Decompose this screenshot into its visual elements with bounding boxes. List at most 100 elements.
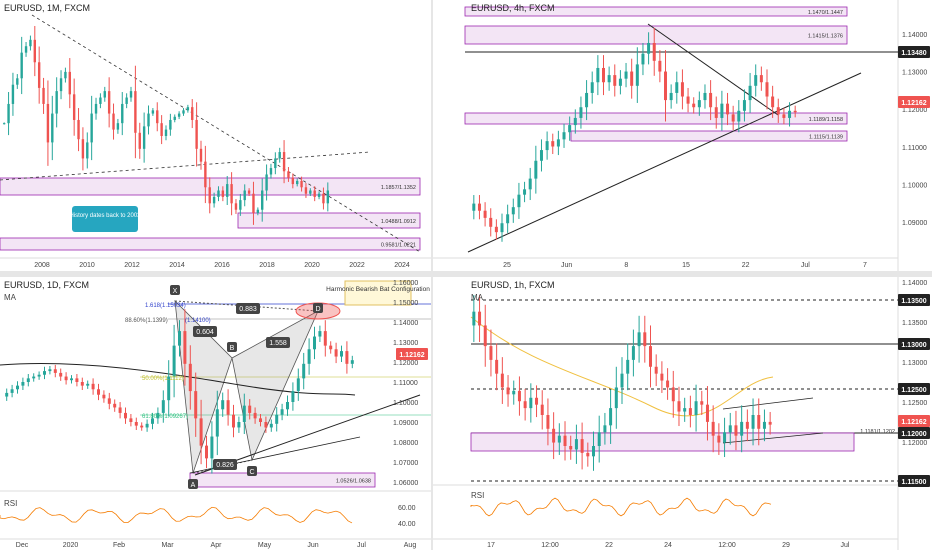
4h-candle-body xyxy=(793,110,797,113)
monthly-candle-body xyxy=(142,126,146,149)
monthly-candle-body xyxy=(151,110,155,114)
chart-panel-4h[interactable]: 1.1470/1.1447 1.1415/1.1376 1.1189/1.1158 1… xyxy=(433,0,932,271)
monthly-candle-body xyxy=(265,174,268,191)
4h-y-tick: 1.09000 xyxy=(902,220,927,227)
monthly-x-tick: 2008 xyxy=(34,262,50,269)
level-badge-1: 1.13000 xyxy=(901,342,926,349)
price-badge-bg xyxy=(898,415,930,427)
4h-candle-body xyxy=(664,71,668,101)
hourly-candle-body xyxy=(643,332,647,347)
zone-bottom-label: 1.0526/1.0638 xyxy=(336,479,371,485)
monthly-candle-body xyxy=(317,193,321,197)
4h-candle-body xyxy=(601,67,605,83)
4h-candle-body xyxy=(483,210,487,218)
daily-candle-body xyxy=(291,391,295,402)
4h-candle-body xyxy=(742,100,746,111)
daily-y-tick: 1.08000 xyxy=(393,440,418,447)
rsi-line xyxy=(470,497,772,517)
4h-candle-body xyxy=(759,75,763,83)
monthly-candle-body xyxy=(221,190,225,197)
monthly-candle-body xyxy=(86,142,89,159)
zone-bottom xyxy=(0,237,421,251)
monthly-candle-body xyxy=(64,71,67,79)
4h-x-tick: Jun xyxy=(561,262,572,269)
hourly-x-tick: 12:00 xyxy=(718,542,736,549)
daily-candle-body xyxy=(59,372,63,377)
hourly-candle-body xyxy=(705,404,709,422)
hourly-candle-body xyxy=(557,435,561,443)
channel-bottom xyxy=(722,432,824,444)
monthly-candle-body xyxy=(208,187,211,204)
point-B-bg xyxy=(227,342,237,352)
monthly-x-tick: 2018 xyxy=(259,262,275,269)
4h-candle-body xyxy=(585,92,589,108)
daily-candle-body xyxy=(134,422,138,426)
daily-candle-body xyxy=(248,405,252,413)
monthly-candle-body xyxy=(230,184,233,204)
daily-candle-body xyxy=(264,422,268,428)
level-badge-1-bg xyxy=(898,338,930,350)
4h-x-tick: 22 xyxy=(742,262,750,269)
4h-candle-body xyxy=(528,178,532,190)
hourly-chart-canvas[interactable]: 1.1181/1.1202 1.14000 1.13500 1.13000 1.1250… xyxy=(433,277,932,550)
4h-candle-body xyxy=(658,60,662,72)
ratio-label: 0.883 xyxy=(239,306,257,313)
4h-x-tick: 7 xyxy=(863,262,867,269)
daily-chart-canvas[interactable]: 1.0526/1.0638 X A B C D 0.883 0.604 1.558 0.826 1.… xyxy=(0,277,431,550)
daily-candle-body xyxy=(329,345,333,350)
hourly-x-tick: 29 xyxy=(782,542,790,549)
level-badge-bg xyxy=(898,46,930,58)
daily-x-tick: 2020 xyxy=(63,542,79,549)
chart-panel-monthly[interactable]: 1.1857/1.1352 1.0488/1.0912 0.9581/1.0221 H… xyxy=(0,0,431,271)
monthly-candle-body xyxy=(173,116,176,120)
monthly-candle-body xyxy=(186,107,190,111)
monthly-candle-body xyxy=(243,190,246,201)
rsi-indicator-label[interactable]: RSI xyxy=(4,499,18,508)
daily-candle-body xyxy=(259,418,262,422)
ma-indicator-label[interactable]: MA xyxy=(4,293,16,302)
hourly-candle-body xyxy=(745,421,749,429)
monthly-candle-body xyxy=(326,190,330,204)
4h-x-tick: 25 xyxy=(503,262,511,269)
chart-panel-hourly[interactable]: 1.1181/1.1202 1.14000 1.13500 1.13000 1.1250… xyxy=(433,277,932,550)
price-badge-bg xyxy=(898,96,930,108)
daily-candle-body xyxy=(129,418,133,422)
monthly-candle-body xyxy=(90,113,93,143)
4h-candle-body xyxy=(590,82,594,93)
monthly-candle-body xyxy=(304,187,308,194)
hourly-candle-body xyxy=(734,425,738,436)
4h-candle-body xyxy=(472,203,476,211)
point-C-bg xyxy=(247,466,257,476)
4h-candle-body xyxy=(506,214,510,224)
daily-candle-body xyxy=(178,331,181,346)
monthly-chart-canvas[interactable]: 1.1857/1.1352 1.0488/1.0912 0.9581/1.0221 H… xyxy=(0,0,431,271)
hourly-candle-body xyxy=(569,446,573,450)
daily-candle-body xyxy=(118,407,122,413)
4h-candle-body xyxy=(703,92,707,101)
daily-candle-body xyxy=(253,412,257,419)
4h-y-tick: 1.10000 xyxy=(902,182,927,189)
panel-divider-horizontal[interactable] xyxy=(0,271,932,277)
hourly-candle-body xyxy=(671,387,675,402)
monthly-candle-body xyxy=(322,193,325,204)
hourly-x-tick: 24 xyxy=(664,542,672,549)
4h-candle-body xyxy=(596,67,600,83)
pattern-bcd xyxy=(231,310,319,462)
zone-2 xyxy=(464,25,848,45)
4h-candle-body xyxy=(669,92,673,101)
daily-candle-body xyxy=(32,376,36,379)
4h-candle-body xyxy=(776,107,780,115)
rsi-indicator-label[interactable]: RSI xyxy=(471,491,485,500)
daily-y-tick: 1.06000 xyxy=(393,480,418,487)
daily-candle-body xyxy=(97,389,100,395)
ma-indicator-label[interactable]: MA xyxy=(471,293,483,302)
ratio-bg xyxy=(213,459,237,470)
daily-candle-body xyxy=(64,376,68,381)
4h-candle-body xyxy=(568,125,572,133)
4h-chart-canvas[interactable]: 1.1470/1.1447 1.1415/1.1376 1.1189/1.1158 1… xyxy=(433,0,932,271)
chart-panel-daily[interactable]: 1.0526/1.0638 X A B C D 0.883 0.604 1.558 0.826 1.… xyxy=(0,277,431,550)
4h-candle-body xyxy=(562,132,566,140)
4h-candle-body xyxy=(726,103,730,115)
hourly-candle-body xyxy=(626,359,630,374)
monthly-candle-body xyxy=(129,91,133,98)
